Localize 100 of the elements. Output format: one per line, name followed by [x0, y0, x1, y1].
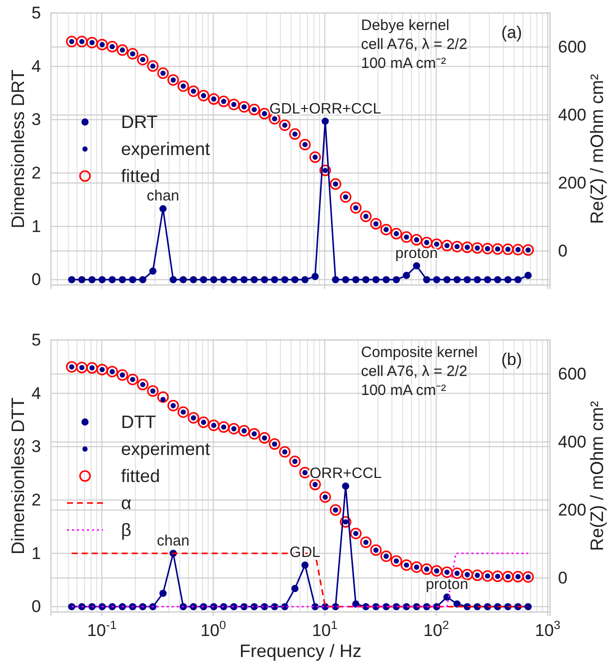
point: [451, 568, 463, 579]
y2-axis-title: Re(Z) / mOhm cm²: [587, 74, 607, 224]
legend-label: DTT: [121, 412, 156, 432]
point: [464, 276, 471, 284]
point: [332, 276, 340, 284]
point: [312, 272, 319, 280]
legend-label: experiment: [121, 439, 210, 459]
point: [319, 164, 331, 176]
y2-axis-title: Re(Z) / mOhm cm²: [587, 401, 607, 551]
point: [502, 570, 514, 582]
point: [289, 456, 301, 468]
point: [451, 240, 463, 252]
point: [352, 600, 360, 608]
y-tick-label: 2: [32, 490, 41, 510]
x-tick-label: 10$^{3}$: [534, 618, 561, 640]
x-axis-title: Frequency / Hz: [239, 641, 362, 661]
point: [167, 74, 179, 86]
annotation: (b): [501, 350, 522, 369]
legend-label: α: [121, 493, 132, 513]
annotation: proton: [426, 576, 468, 594]
point: [340, 191, 352, 203]
point: [220, 276, 228, 284]
point: [76, 362, 88, 374]
point: [433, 276, 440, 284]
point: [126, 374, 138, 386]
point: [281, 276, 288, 284]
point: [474, 276, 481, 284]
point: [352, 276, 360, 284]
y2-tick-label: 400: [558, 105, 586, 124]
y2-tick-label: 0: [558, 568, 568, 588]
point: [228, 423, 240, 434]
point: [86, 36, 98, 48]
point: [198, 416, 210, 428]
point: [430, 565, 442, 577]
y-tick-label: 3: [32, 110, 41, 130]
y-tick-label: 1: [32, 544, 41, 563]
point: [190, 276, 198, 284]
point: [208, 420, 220, 432]
point: [494, 276, 502, 284]
point: [170, 276, 177, 284]
point: [360, 210, 372, 222]
point: [390, 228, 402, 240]
y-tick-label: 5: [32, 3, 41, 22]
point: [410, 234, 422, 246]
point: [492, 243, 504, 255]
y2-tick-label: 200: [558, 173, 586, 192]
point: [390, 555, 402, 567]
point: [210, 276, 218, 284]
point: [370, 218, 382, 230]
point: [392, 276, 400, 284]
y-tick-label: 1: [32, 216, 41, 236]
annotation: chan: [146, 188, 180, 205]
point: [180, 276, 187, 284]
point: [360, 536, 372, 548]
y2-tick-label: 600: [558, 37, 586, 56]
point: [106, 366, 118, 378]
point: [462, 568, 473, 580]
annotation: GDL+ORR+CCL: [269, 100, 382, 118]
point: [362, 276, 370, 284]
point: [443, 276, 451, 284]
point: [147, 60, 159, 72]
point: [106, 40, 118, 52]
point: [522, 571, 534, 583]
point: [370, 544, 382, 556]
point: [472, 242, 484, 254]
point: [178, 80, 190, 92]
point: [400, 231, 412, 243]
annotation: cell A76, λ = 2/2: [361, 363, 468, 380]
point: [68, 603, 76, 610]
point: [228, 98, 240, 110]
point: [78, 276, 86, 284]
point: [248, 428, 260, 440]
point: [453, 600, 461, 608]
point: [330, 178, 342, 190]
point: [88, 276, 96, 284]
point: [279, 446, 291, 458]
point: [96, 38, 108, 50]
point: [258, 108, 270, 120]
legend-label: fitted: [121, 466, 160, 486]
point: [218, 421, 230, 433]
point: [238, 101, 250, 113]
legend-label: β: [121, 520, 132, 540]
point: [157, 67, 169, 79]
point: [484, 276, 492, 284]
point: [159, 205, 167, 212]
point: [350, 528, 362, 540]
point: [342, 482, 350, 490]
point: [423, 276, 430, 284]
point: [380, 550, 392, 562]
point: [260, 276, 268, 284]
point: [98, 603, 106, 610]
point: [208, 93, 220, 105]
point: [319, 491, 331, 503]
y-tick-label: 0: [32, 597, 41, 616]
point: [159, 590, 167, 597]
point: [309, 478, 321, 490]
point: [137, 378, 149, 390]
point: [291, 276, 298, 284]
point: [198, 90, 210, 102]
y-axis-title: Dimensionless DTT: [8, 397, 28, 555]
